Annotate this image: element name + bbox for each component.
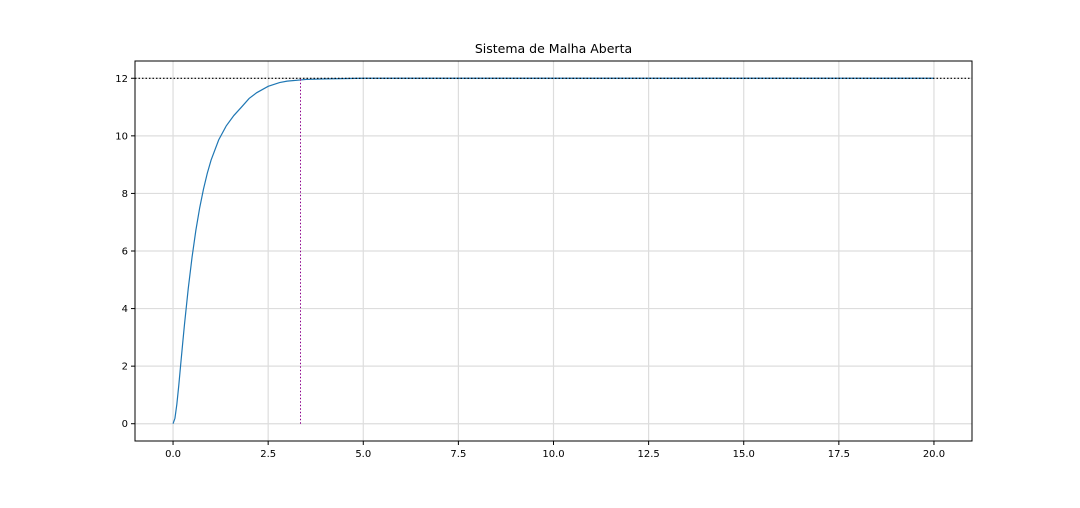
grid [135, 61, 972, 441]
x-tick-label: 7.5 [450, 449, 466, 460]
x-tick-label: 20.0 [923, 449, 945, 460]
x-tick-label: 12.5 [637, 449, 659, 460]
chart-title: Sistema de Malha Aberta [475, 41, 632, 56]
response-curve [172, 77, 934, 424]
y-tick-label: 6 [122, 247, 128, 258]
x-tick-label: 15.0 [733, 449, 755, 460]
x-tick-label: 2.5 [260, 449, 276, 460]
y-tick-label: 8 [122, 189, 128, 200]
x-tick-label: 5.0 [355, 449, 371, 460]
ticks: 0.0 2.5 5.0 7.5 10.0 12.5 15.0 17.5 20.0 0 2 4 6 8 10 1… [115, 74, 945, 460]
x-tick-label: 0.0 [165, 449, 181, 460]
y-tick-label: 4 [122, 304, 128, 315]
y-tick-label: 12 [115, 74, 128, 85]
y-tick-label: 10 [115, 131, 128, 142]
y-tick-label: 2 [122, 362, 128, 373]
x-tick-label: 17.5 [828, 449, 850, 460]
x-tick-label: 10.0 [542, 449, 564, 460]
plot-lines [135, 77, 972, 424]
y-tick-label: 0 [122, 419, 128, 430]
